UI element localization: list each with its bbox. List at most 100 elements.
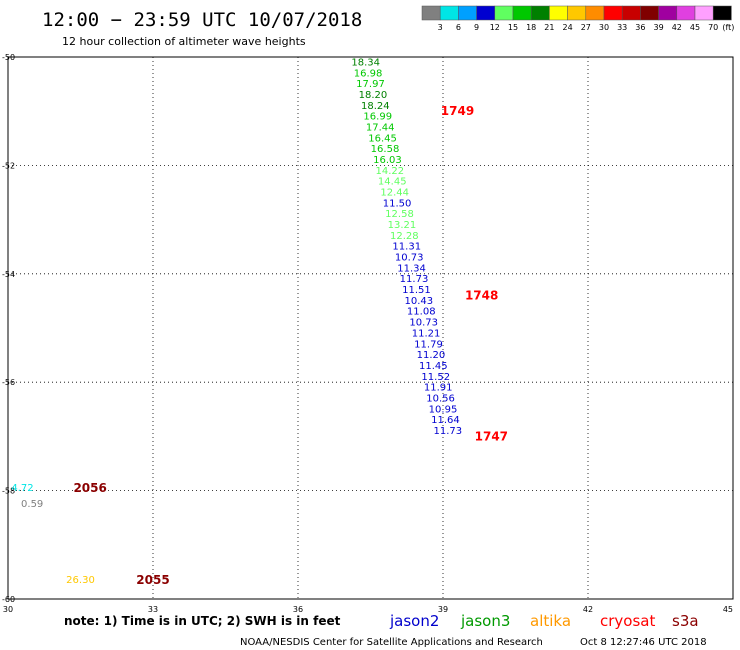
- wave-height-point: 10.73: [409, 318, 438, 329]
- legend-tick-label: 42: [672, 23, 682, 32]
- satellite-label-altika: altika: [530, 612, 571, 630]
- legend-tick-label: 21: [544, 23, 554, 32]
- wave-height-point: 11.73: [434, 426, 463, 437]
- legend-tick-label: 12: [490, 23, 500, 32]
- wave-height-point: 11.73: [400, 274, 429, 285]
- legend-tick-label: 3: [438, 23, 443, 32]
- wave-height-point: 11.91: [424, 383, 453, 394]
- wave-height-point: 11.50: [383, 198, 412, 209]
- wave-height-point: 12.58: [385, 209, 414, 220]
- x-axis-ticks: 30 33 36 39 42 45: [3, 605, 733, 614]
- wave-height-point: 11.21: [412, 328, 441, 339]
- legend-swatch: [694, 5, 714, 21]
- wave-height-point: 16.99: [363, 112, 392, 123]
- y-tick-label: -58: [2, 487, 15, 496]
- wave-height-point: 16.45: [368, 133, 397, 144]
- wave-height-point: 14.22: [376, 166, 405, 177]
- legend-tick-label: 70: [708, 23, 718, 32]
- chart-title: 12:00 − 23:59 UTC 10/07/2018: [42, 9, 362, 31]
- wave-height-point: 0.59: [21, 499, 43, 510]
- wave-height-point: 12.44: [380, 188, 409, 199]
- legend-swatch: [439, 5, 459, 21]
- legend-swatch: [549, 5, 568, 21]
- time-labels: 1749 1748 1747 2056 2055: [73, 104, 508, 587]
- wave-height-point: 17.44: [366, 122, 395, 133]
- legend-tick-label: 27: [581, 23, 591, 32]
- legend-tick-label: 45: [690, 23, 700, 32]
- data-points: 18.3416.9817.9718.2018.2416.9917.4416.45…: [11, 57, 462, 586]
- legend-unit: (ft): [722, 23, 734, 32]
- pass-time-label: 2056: [73, 481, 106, 495]
- x-tick-label: 45: [723, 605, 733, 614]
- satellite-label-jason3: jason3: [460, 612, 510, 630]
- legend-tick-label: 9: [474, 23, 479, 32]
- wave-height-point: 18.24: [361, 101, 390, 112]
- pass-time-label: 2055: [136, 573, 169, 587]
- wave-height-point: 12.28: [390, 231, 419, 242]
- legend-swatch: [458, 5, 477, 21]
- chart-subtitle: 12 hour collection of altimeter wave hei…: [62, 35, 306, 48]
- legend-tick-label: 33: [617, 23, 627, 32]
- wave-height-point: 10.95: [429, 404, 458, 415]
- satellite-label-jason2: jason2: [389, 612, 439, 630]
- legend-swatch: [567, 5, 587, 21]
- wave-height-point: 14.45: [378, 177, 407, 188]
- plot-area: 30 33 36 39 42 45 -50-52-54-56-58-60 18.3416.…: [2, 53, 734, 614]
- color-legend: 3 6 9 12 15 18 21 24 27 30 33 36 39 42 45 70 (ft): [421, 5, 734, 32]
- legend-swatch: [585, 5, 605, 21]
- pass-time-label: 1749: [441, 104, 474, 118]
- wave-height-point: 11.45: [419, 361, 448, 372]
- y-axis-ticks: -50 -52 -54 -56 -58 -60: [2, 53, 15, 604]
- satellite-legend: jason2 jason3 altika cryosat s3a: [389, 612, 699, 630]
- wave-height-point: 4.72: [11, 483, 33, 494]
- wave-height-point: 11.20: [417, 350, 446, 361]
- timestamp: Oct 8 12:27:46 UTC 2018: [580, 637, 707, 648]
- legend-swatch: [494, 5, 514, 21]
- legend-swatch: [712, 5, 732, 21]
- legend-swatch: [476, 5, 496, 21]
- wave-height-point: 18.34: [351, 57, 380, 68]
- wave-height-point: 11.08: [407, 307, 436, 318]
- satellite-label-cryosat: cryosat: [600, 612, 655, 630]
- y-tick-label: -54: [2, 270, 15, 279]
- wave-height-point: 16.58: [371, 144, 400, 155]
- legend-swatch: [640, 5, 659, 21]
- wave-height-point: 11.79: [414, 339, 443, 350]
- legend-swatch: [658, 5, 678, 21]
- legend-tick-label: 24: [563, 23, 573, 32]
- grid-lines: [8, 57, 733, 599]
- y-tick-label: -56: [2, 378, 15, 387]
- plot-frame: [7, 56, 734, 600]
- wave-height-point: 10.43: [405, 296, 434, 307]
- x-tick-label: 39: [438, 605, 448, 614]
- wave-height-point: 18.20: [359, 90, 388, 101]
- wave-height-point: 17.97: [356, 79, 385, 90]
- wave-height-point: 10.73: [395, 253, 424, 264]
- x-tick-label: 42: [583, 605, 593, 614]
- legend-swatch: [512, 5, 532, 21]
- footnote: note: 1) Time is in UTC; 2) SWH is in fe…: [64, 614, 341, 628]
- x-tick-label: 33: [148, 605, 158, 614]
- legend-swatch: [421, 5, 441, 21]
- wave-height-point: 11.51: [402, 285, 431, 296]
- x-tick-label: 36: [293, 605, 303, 614]
- credit-text: NOAA/NESDIS Center for Satellite Applica…: [240, 637, 543, 648]
- x-tick-label: 30: [3, 605, 13, 614]
- legend-tick-label: 15: [508, 23, 518, 32]
- satellite-label-s3a: s3a: [672, 612, 699, 630]
- pass-time-label: 1748: [465, 288, 498, 302]
- wave-height-point: 10.56: [426, 393, 455, 404]
- wave-height-point: 16.98: [354, 68, 383, 79]
- legend-tick-label: 39: [654, 23, 664, 32]
- legend-swatch: [530, 5, 550, 21]
- wave-height-point: 16.03: [373, 155, 402, 166]
- legend-tick-label: 36: [635, 23, 645, 32]
- y-tick-label: -60: [2, 595, 15, 604]
- legend-tick-label: 30: [599, 23, 609, 32]
- legend-tick-label: 6: [456, 23, 461, 32]
- legend-tick-label: 18: [526, 23, 536, 32]
- wave-height-point: 11.64: [431, 415, 460, 426]
- pass-time-label: 1747: [475, 429, 508, 443]
- wave-height-point: 11.34: [397, 263, 426, 274]
- wave-height-point: 11.52: [421, 372, 450, 383]
